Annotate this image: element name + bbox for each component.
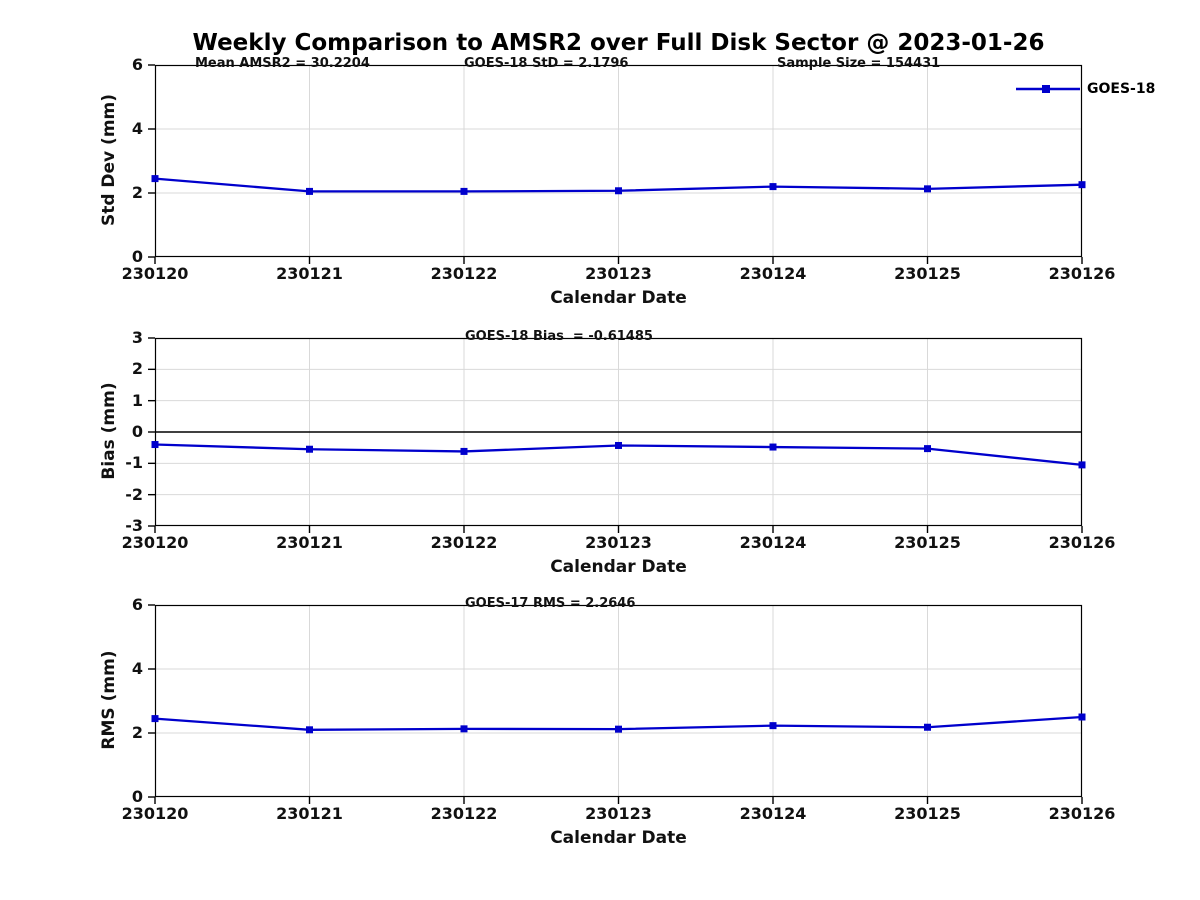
data-point-marker [615,725,622,733]
data-point-marker [306,726,313,734]
data-point-marker [769,183,777,191]
x-axis-label: Calendar Date [550,828,687,848]
y-tick-label: -2 [125,484,143,504]
x-tick-label: 230122 [430,533,498,552]
annotation-text: GOES-18 StD = 2.1796 [464,56,629,71]
plot-area-3 [148,604,1086,804]
y-tick-label: 6 [131,55,143,74]
y-tick-label: 2 [131,183,143,202]
axes-border [154,604,1083,798]
data-point-marker [615,441,622,449]
data-point-marker [924,185,931,193]
y-tick-label: 1 [131,390,143,410]
y-axis-label: RMS (mm) [99,650,119,750]
x-tick-label: 230125 [894,264,961,283]
x-tick-label: 230125 [894,533,961,552]
y-tick-label: 0 [131,422,143,441]
x-tick-label: 230122 [430,264,498,283]
annotation-text: Sample Size = 154431 [777,56,941,71]
x-tick-label: 230124 [739,804,807,823]
chart-title: Weekly Comparison to AMSR2 over Full Dis… [192,30,1045,56]
x-axis-label: Calendar Date [550,557,687,577]
y-tick-label: 6 [131,595,143,614]
y-axis-label: Std Dev (mm) [99,93,119,227]
data-point-marker [615,187,622,195]
panel-std-dev: 230120 230121 230122 230123 230124 230125 2301… [99,55,1115,308]
axes-border [154,64,1083,258]
data-point-marker [151,715,159,723]
axes-border [154,337,1083,527]
x-tick-label: 230123 [585,264,652,283]
x-tick-label: 230122 [430,804,498,823]
panel-rms: 230120 230121 230122 230123 230124 230125 2301… [99,595,1115,848]
data-point-marker [151,175,159,183]
y-tick-label: 3 [131,328,143,347]
y-tick-label: 4 [131,119,143,138]
data-point-marker [924,445,931,453]
data-point-marker [460,725,468,733]
plot-area-2 [148,337,1086,533]
annotation-text: Mean AMSR2 = 30.2204 [195,56,370,71]
legend-label: GOES-18 [1087,81,1156,97]
x-tick-label: 230120 [121,804,189,823]
data-point-marker [1078,461,1086,469]
data-point-marker [151,441,159,449]
x-tick-label: 230126 [1048,533,1116,552]
y-tick-label: 2 [131,359,143,379]
y-tick-label: 4 [131,659,143,678]
legend-square-marker-icon [1042,85,1050,93]
data-point-marker [460,187,468,195]
x-tick-label: 230124 [739,264,807,283]
y-tick-label: -3 [125,516,143,535]
x-tick-label: 230126 [1048,264,1116,283]
x-axis-label: Calendar Date [550,288,687,308]
x-tick-label: 230125 [894,804,961,823]
y-tick-label: -1 [125,453,143,473]
x-tick-label: 230120 [121,264,189,283]
x-tick-label: 230124 [739,533,807,552]
data-point-marker [769,722,777,730]
x-tick-label: 230123 [585,533,652,552]
y-tick-label: 2 [131,723,143,742]
x-tick-label: 230126 [1048,804,1116,823]
plot-area-1 [148,64,1086,264]
annotation-text: GOES-17 RMS = 2.2646 [465,596,636,611]
x-tick-label: 230123 [585,804,652,823]
legend-line-sample [1016,85,1080,93]
data-point-marker [306,445,313,453]
panel-bias: 230120 230121 230122 230123 230124 230125 2301… [99,328,1115,577]
x-tick-label: 230121 [276,533,343,552]
data-point-marker [924,723,931,731]
data-point-marker [1078,713,1086,721]
x-tick-label: 230120 [121,533,189,552]
annotation-text: GOES-18 Bias = -0.61485 [465,329,653,344]
y-tick-label: 0 [131,247,143,266]
x-tick-label: 230121 [276,264,343,283]
data-point-marker [1078,181,1086,189]
data-point-marker [306,187,313,195]
x-tick-label: 230121 [276,804,343,823]
y-tick-label: 0 [131,787,143,806]
data-point-marker [769,443,777,451]
y-axis-label: Bias (mm) [99,382,119,480]
data-point-marker [460,447,468,455]
